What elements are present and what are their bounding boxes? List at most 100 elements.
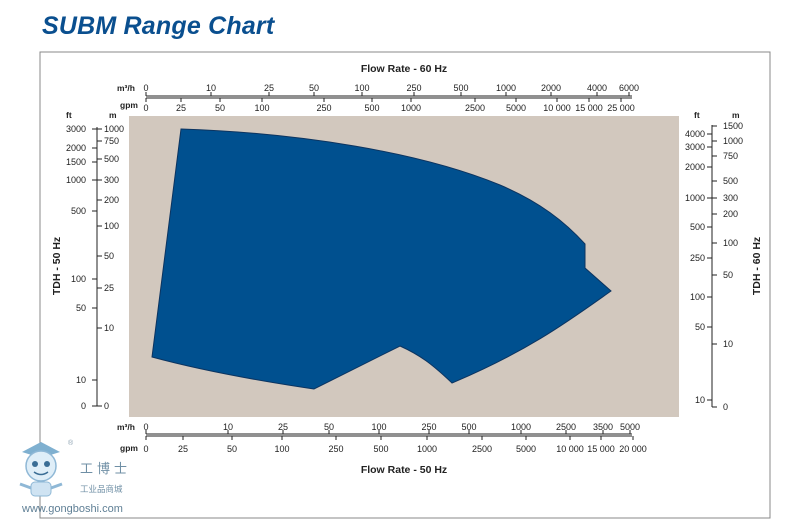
right-m-tick-label: 100 <box>723 238 738 248</box>
top-m3h-tick-label: 4000 <box>587 83 607 93</box>
left-m-tick-label: 750 <box>104 136 119 146</box>
left-ft-tick-label: 100 <box>71 274 86 284</box>
top-gpm-tick-label: 25 000 <box>607 103 635 113</box>
bottom-unit-m3h: m³/h <box>117 422 135 432</box>
top-gpm-tick-label: 5000 <box>506 103 526 113</box>
bottom-gpm-tick-label: 25 <box>178 444 188 454</box>
top-gpm-tick-label: 10 000 <box>543 103 571 113</box>
top-gpm-tick-label: 0 <box>143 103 148 113</box>
top-m3h-tick-label: 100 <box>354 83 369 93</box>
left-m-tick-label: 500 <box>104 154 119 164</box>
top-m3h-tick-label: 6000 <box>619 83 639 93</box>
right-axis-title: TDH - 60 Hz <box>751 237 763 295</box>
right-m-tick-label: 200 <box>723 209 738 219</box>
bottom-gpm-tick-label: 15 000 <box>587 444 615 454</box>
top-gpm-tick-label: 25 <box>176 103 186 113</box>
right-m-tick-label: 0 <box>723 402 728 412</box>
top-m3h-tick-label: 10 <box>206 83 216 93</box>
bottom-m3h-tick-label: 1000 <box>511 422 531 432</box>
top-unit-gpm: gpm <box>120 100 138 110</box>
right-m-tick-label: 1500 <box>723 121 743 131</box>
bottom-m3h-tick-label: 500 <box>461 422 476 432</box>
top-gpm-tick-label: 2500 <box>465 103 485 113</box>
operating-region <box>151 128 612 390</box>
watermark-url: www.gongboshi.com <box>22 503 123 515</box>
right-ft-tick-label: 1000 <box>685 193 705 203</box>
right-ft-tick-label: 2000 <box>685 162 705 172</box>
left-m-tick-label: 50 <box>104 251 114 261</box>
bottom-gpm-tick-label: 10 000 <box>556 444 584 454</box>
left-axis-title: TDH - 50 Hz <box>51 237 63 295</box>
top-gpm-tick-label: 100 <box>254 103 269 113</box>
top-m3h-tick-label: 2000 <box>541 83 561 93</box>
top-m3h-tick-label: 25 <box>264 83 274 93</box>
bottom-m3h-tick-label: 0 <box>143 422 148 432</box>
right-m-tick-label: 10 <box>723 339 733 349</box>
right-m-tick-label: 750 <box>723 151 738 161</box>
watermark-registered-mark: ® <box>68 440 74 447</box>
left-m-tick-label: 200 <box>104 195 119 205</box>
bottom-m3h-tick-label: 10 <box>223 422 233 432</box>
bottom-gpm-tick-label: 1000 <box>417 444 437 454</box>
top-m3h-tick-label: 0 <box>143 83 148 93</box>
robot-mascot-icon <box>19 442 63 497</box>
left-ft-tick-label: 1000 <box>66 175 86 185</box>
top-m3h-tick-label: 50 <box>309 83 319 93</box>
bottom-m3h-tick-label: 50 <box>324 422 334 432</box>
right-m-tick-label: 50 <box>723 270 733 280</box>
bottom-gpm-tick-label: 100 <box>274 444 289 454</box>
right-ft-tick-label: 250 <box>690 253 705 263</box>
right-unit-m: m <box>732 110 740 120</box>
chart-title: SUBM Range Chart <box>42 12 275 40</box>
left-m-tick-label: 0 <box>104 401 109 411</box>
left-ft-tick-label: 1500 <box>66 157 86 167</box>
bottom-gpm-tick-label: 500 <box>373 444 388 454</box>
watermark-name: 工博士 <box>80 462 132 477</box>
right-ft-tick-label: 4000 <box>685 129 705 139</box>
bottom-gpm-tick-label: 50 <box>227 444 237 454</box>
bottom-m3h-tick-label: 3500 <box>593 422 613 432</box>
left-ft-tick-label: 0 <box>81 401 86 411</box>
right-unit-ft: ft <box>694 110 700 120</box>
bottom-m3h-tick-label: 100 <box>371 422 386 432</box>
top-m3h-tick-label: 250 <box>406 83 421 93</box>
left-ft-tick-label: 500 <box>71 206 86 216</box>
top-gpm-tick-label: 15 000 <box>575 103 603 113</box>
left-m-tick-label: 25 <box>104 283 114 293</box>
left-ft-tick-label: 3000 <box>66 124 86 134</box>
bottom-m3h-tick-label: 2500 <box>556 422 576 432</box>
left-ft-tick-label: 10 <box>76 375 86 385</box>
watermark-subtitle: 工业品商城 <box>80 484 123 494</box>
left-ft-tick-label: 50 <box>76 303 86 313</box>
bottom-gpm-tick-label: 0 <box>143 444 148 454</box>
right-ft-tick-label: 50 <box>695 322 705 332</box>
top-m3h-tick-label: 500 <box>453 83 468 93</box>
top-m3h-tick-label: 1000 <box>496 83 516 93</box>
top-gpm-tick-label: 1000 <box>401 103 421 113</box>
left-m-tick-label: 1000 <box>104 124 124 134</box>
left-ft-tick-label: 2000 <box>66 143 86 153</box>
right-ft-tick-label: 500 <box>690 222 705 232</box>
bottom-gpm-tick-label: 2500 <box>472 444 492 454</box>
left-m-tick-label: 300 <box>104 175 119 185</box>
right-ft-tick-label: 3000 <box>685 142 705 152</box>
bottom-gpm-tick-label: 250 <box>328 444 343 454</box>
right-ft-tick-label: 100 <box>690 292 705 302</box>
top-gpm-tick-label: 50 <box>215 103 225 113</box>
left-m-tick-label: 10 <box>104 323 114 333</box>
chart-frame <box>39 51 771 519</box>
bottom-gpm-tick-label: 20 000 <box>619 444 647 454</box>
top-gpm-tick-label: 500 <box>364 103 379 113</box>
bottom-gpm-tick-label: 5000 <box>516 444 536 454</box>
right-ft-tick-label: 10 <box>695 395 705 405</box>
bottom-unit-gpm: gpm <box>120 443 138 453</box>
bottom-m3h-tick-label: 5000 <box>620 422 640 432</box>
right-m-tick-label: 500 <box>723 176 738 186</box>
right-m-tick-label: 300 <box>723 193 738 203</box>
left-unit-m: m <box>109 110 117 120</box>
bottom-m3h-tick-label: 25 <box>278 422 288 432</box>
right-m-tick-label: 1000 <box>723 136 743 146</box>
top-axis-title: Flow Rate - 60 Hz <box>361 63 447 75</box>
